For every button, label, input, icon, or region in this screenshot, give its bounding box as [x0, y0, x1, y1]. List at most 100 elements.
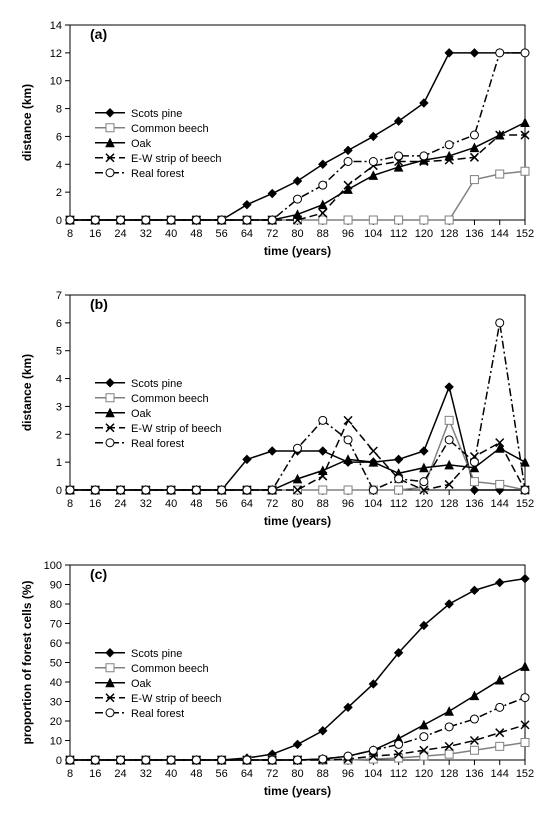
svg-text:152: 152 — [516, 768, 534, 780]
svg-text:56: 56 — [216, 228, 228, 240]
svg-text:104: 104 — [364, 498, 382, 510]
svg-text:80: 80 — [291, 228, 303, 240]
svg-text:120: 120 — [415, 768, 433, 780]
y-axis-label: distance (km) — [20, 84, 34, 161]
svg-text:8: 8 — [67, 228, 73, 240]
svg-text:2: 2 — [56, 429, 62, 441]
svg-text:120: 120 — [415, 228, 433, 240]
svg-text:80: 80 — [50, 599, 62, 611]
svg-text:48: 48 — [190, 228, 202, 240]
svg-text:10: 10 — [50, 736, 62, 748]
svg-text:4: 4 — [56, 374, 62, 386]
svg-text:88: 88 — [317, 228, 329, 240]
svg-text:96: 96 — [342, 228, 354, 240]
svg-text:50: 50 — [50, 658, 62, 670]
svg-text:64: 64 — [241, 768, 253, 780]
svg-text:72: 72 — [266, 498, 278, 510]
svg-text:112: 112 — [390, 768, 408, 780]
svg-text:6: 6 — [56, 131, 62, 143]
svg-text:88: 88 — [317, 768, 329, 780]
svg-text:24: 24 — [114, 498, 126, 510]
svg-text:72: 72 — [266, 768, 278, 780]
svg-text:8: 8 — [67, 768, 73, 780]
svg-text:12: 12 — [50, 48, 62, 60]
svg-text:144: 144 — [491, 228, 509, 240]
legend-item: Common beech — [131, 123, 209, 135]
svg-text:16: 16 — [89, 228, 101, 240]
svg-text:56: 56 — [216, 498, 228, 510]
svg-text:48: 48 — [190, 498, 202, 510]
svg-text:1: 1 — [56, 457, 62, 469]
legend-item: Real forest — [131, 438, 184, 450]
legend-item: E-W strip of beech — [131, 693, 221, 705]
svg-text:70: 70 — [50, 619, 62, 631]
svg-text:48: 48 — [190, 768, 202, 780]
svg-text:40: 40 — [50, 677, 62, 689]
svg-text:8: 8 — [67, 498, 73, 510]
svg-text:30: 30 — [50, 697, 62, 709]
chart-panel-b: 8162432404856647280889610411212012813614… — [15, 285, 536, 535]
svg-text:100: 100 — [44, 560, 62, 572]
legend-item: Real forest — [131, 168, 184, 180]
svg-text:136: 136 — [465, 228, 483, 240]
svg-text:7: 7 — [56, 290, 62, 302]
svg-text:120: 120 — [415, 498, 433, 510]
y-axis-label: distance (km) — [20, 354, 34, 431]
svg-text:128: 128 — [440, 768, 458, 780]
svg-text:32: 32 — [140, 768, 152, 780]
svg-text:72: 72 — [266, 228, 278, 240]
svg-text:104: 104 — [364, 768, 382, 780]
svg-text:60: 60 — [50, 638, 62, 650]
svg-text:80: 80 — [291, 768, 303, 780]
svg-text:64: 64 — [241, 498, 253, 510]
svg-text:8: 8 — [56, 104, 62, 116]
svg-text:56: 56 — [216, 768, 228, 780]
svg-text:136: 136 — [465, 768, 483, 780]
svg-text:20: 20 — [50, 716, 62, 728]
chart-panel-a: 8162432404856647280889610411212012813614… — [15, 15, 536, 265]
svg-text:10: 10 — [50, 76, 62, 88]
legend-item: Scots pine — [131, 648, 182, 660]
svg-text:40: 40 — [165, 228, 177, 240]
legend-item: Scots pine — [131, 378, 182, 390]
svg-text:40: 40 — [165, 768, 177, 780]
legend-item: Real forest — [131, 708, 184, 720]
svg-text:80: 80 — [291, 498, 303, 510]
svg-text:64: 64 — [241, 228, 253, 240]
svg-text:16: 16 — [89, 768, 101, 780]
svg-text:24: 24 — [114, 228, 126, 240]
legend-item: Common beech — [131, 663, 209, 675]
svg-text:88: 88 — [317, 498, 329, 510]
svg-text:2: 2 — [56, 187, 62, 199]
legend-item: Oak — [131, 408, 152, 420]
svg-text:6: 6 — [56, 318, 62, 330]
chart-panel-c: 8162432404856647280889610411212012813614… — [15, 555, 536, 805]
series-real_forest — [70, 323, 525, 490]
svg-text:0: 0 — [56, 215, 62, 227]
panel-label: (b) — [90, 296, 108, 312]
legend-item: Oak — [131, 678, 152, 690]
svg-text:112: 112 — [390, 228, 408, 240]
legend-item: E-W strip of beech — [131, 423, 221, 435]
legend-item: Oak — [131, 138, 152, 150]
legend-item: Scots pine — [131, 108, 182, 120]
svg-text:16: 16 — [89, 498, 101, 510]
svg-text:40: 40 — [165, 498, 177, 510]
svg-text:24: 24 — [114, 768, 126, 780]
legend-item: Common beech — [131, 393, 209, 405]
svg-text:0: 0 — [56, 755, 62, 767]
svg-text:0: 0 — [56, 485, 62, 497]
panel-label: (c) — [90, 566, 107, 582]
svg-text:144: 144 — [491, 498, 509, 510]
svg-text:152: 152 — [516, 228, 534, 240]
svg-text:3: 3 — [56, 401, 62, 413]
svg-text:144: 144 — [491, 768, 509, 780]
y-axis-label: proportion of forest cells (%) — [20, 580, 34, 744]
svg-text:4: 4 — [56, 159, 62, 171]
svg-text:32: 32 — [140, 228, 152, 240]
x-axis-label: time (years) — [264, 784, 331, 798]
svg-text:112: 112 — [390, 498, 408, 510]
svg-text:32: 32 — [140, 498, 152, 510]
x-axis-label: time (years) — [264, 244, 331, 258]
x-axis-label: time (years) — [264, 514, 331, 528]
